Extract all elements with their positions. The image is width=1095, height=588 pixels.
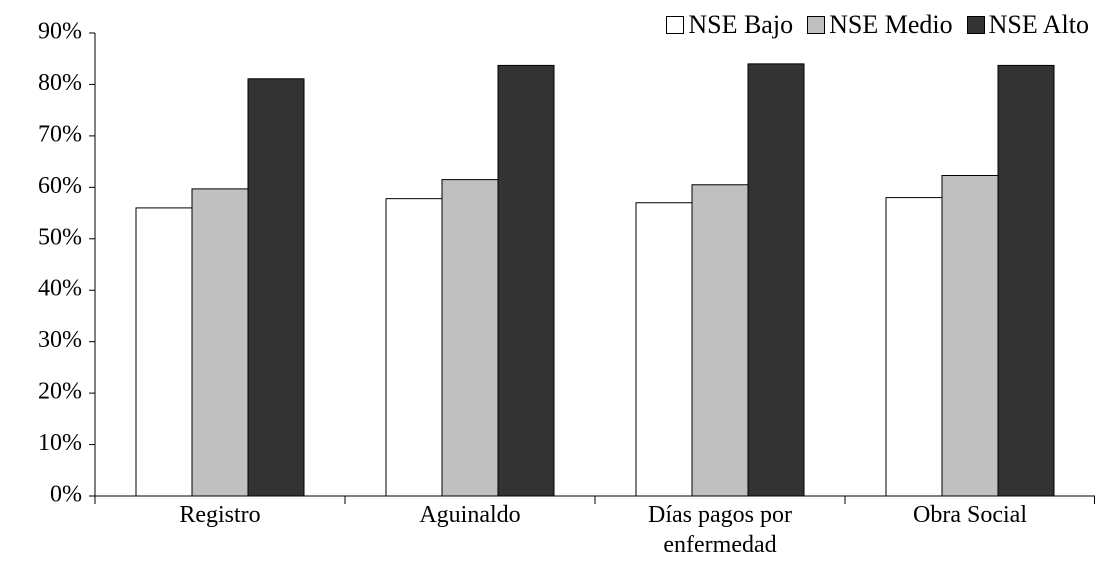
legend-label: NSE Alto	[988, 10, 1089, 39]
x-tick-label: Obra Social	[913, 502, 1027, 528]
bar	[885, 197, 943, 497]
bar	[941, 175, 999, 497]
legend: NSE Bajo NSE Medio NSE Alto	[666, 10, 1089, 40]
y-tick-label: 50%	[38, 224, 82, 250]
bar	[997, 64, 1055, 497]
y-tick-label: 10%	[38, 430, 82, 456]
bar	[635, 202, 693, 497]
bar	[135, 207, 193, 497]
x-tick-label: Aguinaldo	[419, 502, 521, 528]
legend-label: NSE Bajo	[688, 10, 794, 39]
bar	[747, 63, 805, 497]
y-tick-label: 60%	[38, 173, 82, 199]
x-tick-label: Días pagos por enfermedad	[648, 502, 792, 558]
x-tick-label: Registro	[179, 502, 261, 528]
legend-swatch	[807, 16, 826, 34]
bar	[441, 179, 499, 497]
legend-item: NSE Alto	[966, 10, 1089, 40]
y-tick-label: 30%	[38, 327, 82, 353]
y-tick-label: 90%	[38, 19, 82, 45]
legend-swatch	[666, 16, 685, 34]
bar	[247, 78, 305, 497]
legend-label: NSE Medio	[829, 10, 953, 39]
legend-item: NSE Medio	[807, 10, 953, 40]
y-tick-label: 0%	[50, 482, 82, 508]
bar	[497, 64, 555, 497]
y-tick-label: 40%	[38, 276, 82, 302]
y-tick-label: 70%	[38, 121, 82, 147]
bar	[191, 188, 249, 497]
legend-swatch	[966, 16, 985, 34]
y-tick-label: 20%	[38, 379, 82, 405]
bar	[691, 184, 749, 497]
legend-item: NSE Bajo	[666, 10, 793, 40]
bar	[385, 198, 443, 497]
y-tick-label: 80%	[38, 70, 82, 96]
